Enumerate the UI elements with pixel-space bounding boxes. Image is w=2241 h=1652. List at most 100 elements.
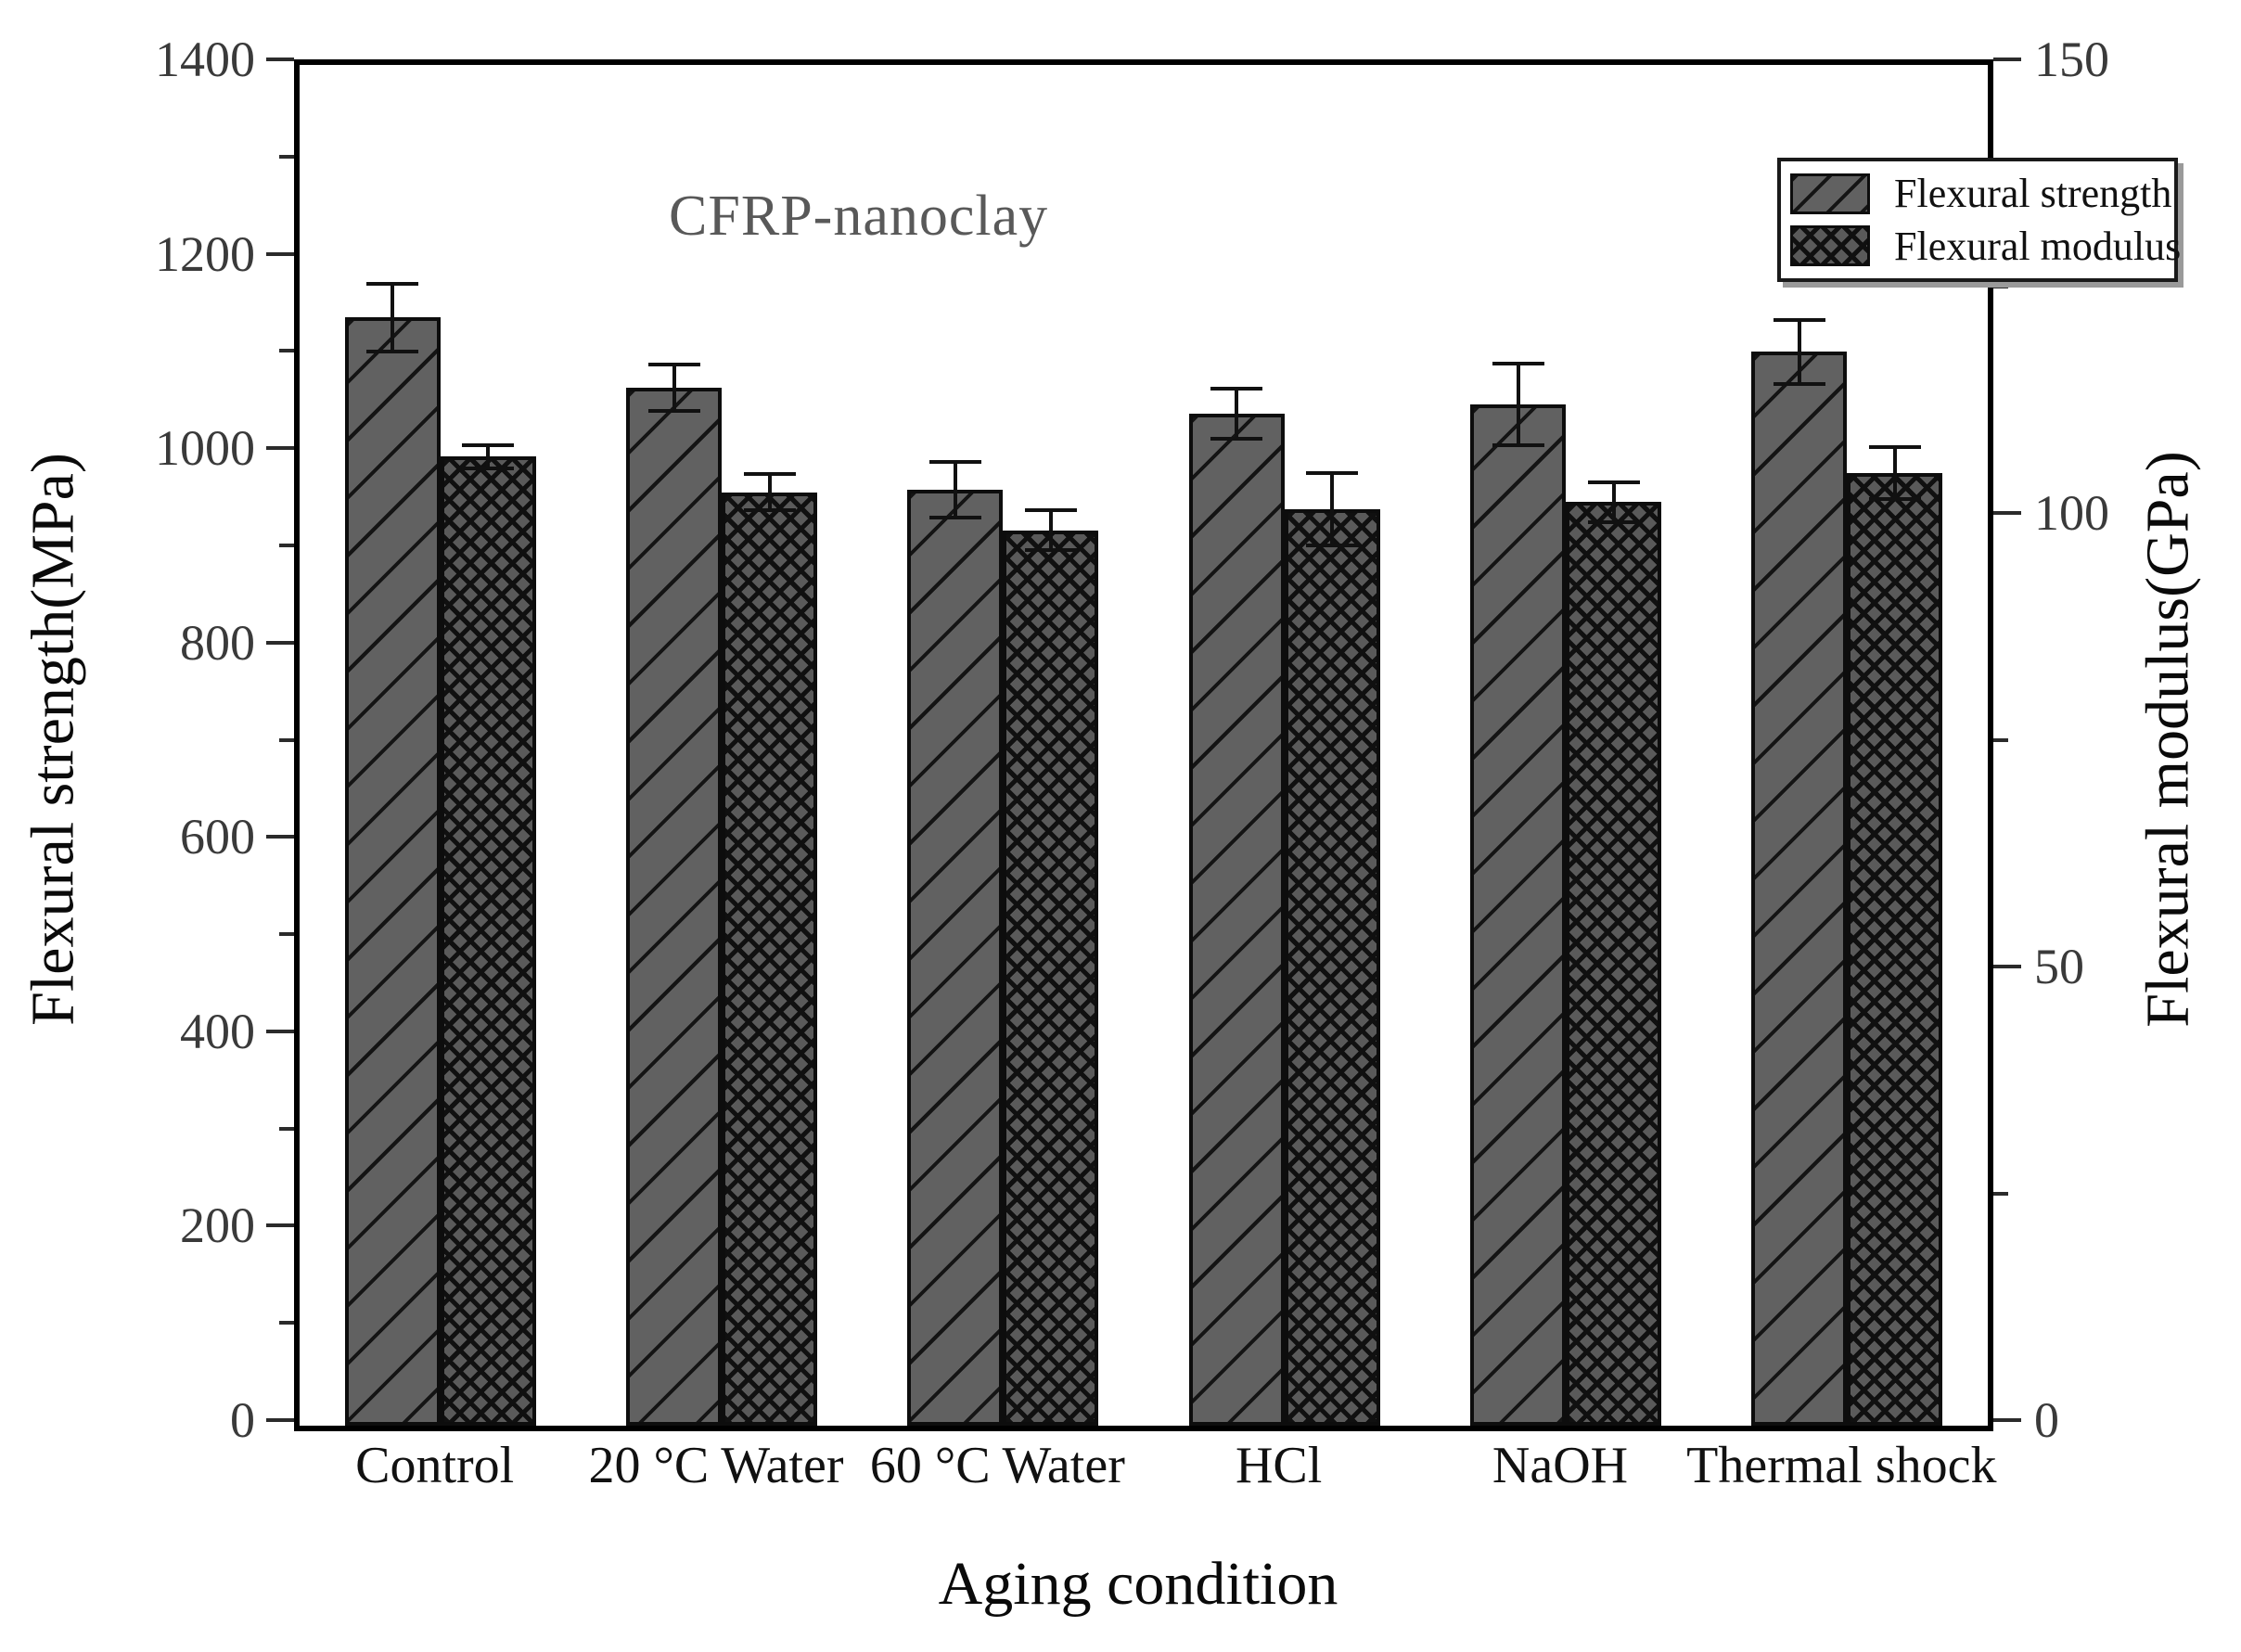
left-axis-minor-tick xyxy=(279,154,294,159)
left-axis-tick-label: 0 xyxy=(230,1392,255,1448)
left-axis-title: Flexural strength(MPa) xyxy=(19,453,87,1026)
modulus-error-cap-top xyxy=(1306,471,1359,476)
left-axis-major-tick xyxy=(266,446,294,451)
strength-bar xyxy=(1751,352,1848,1426)
left-axis-minor-tick xyxy=(279,932,294,937)
left-axis-minor-tick xyxy=(279,737,294,742)
left-axis-tick-label: 600 xyxy=(180,809,255,865)
right-axis-major-tick xyxy=(1993,511,2021,515)
strength-error-cap-top xyxy=(1773,317,1825,322)
strength-error-bar xyxy=(1235,388,1239,440)
strength-error-cap-bottom xyxy=(1492,442,1544,447)
legend-label-strength: Flexural strength xyxy=(1894,171,2172,217)
modulus-bar xyxy=(440,456,536,1426)
left-axis-major-tick xyxy=(266,835,294,839)
strength-bar xyxy=(344,317,441,1426)
legend-entry-modulus: Flexural modulus xyxy=(1790,222,2181,270)
left-axis-tick-label: 1400 xyxy=(155,32,255,87)
left-axis-major-tick xyxy=(266,1418,294,1422)
x-category-label: Control xyxy=(355,1437,515,1494)
modulus-error-cap-bottom xyxy=(1024,548,1077,553)
x-category-label: 20 °C Water xyxy=(588,1437,844,1494)
x-axis-title: Aging condition xyxy=(938,1550,1338,1618)
right-axis-major-tick xyxy=(1993,1418,2021,1422)
modulus-error-cap-top xyxy=(462,442,515,447)
left-axis-tick-label: 400 xyxy=(180,1003,255,1059)
right-axis-tick-label: 150 xyxy=(2034,32,2109,87)
modulus-error-bar xyxy=(1048,510,1053,551)
x-category-label: NaOH xyxy=(1492,1437,1629,1494)
strength-error-cap-top xyxy=(1210,386,1263,391)
right-axis-minor-tick xyxy=(1993,737,2008,742)
modulus-error-cap-bottom xyxy=(1587,519,1640,524)
right-axis-minor-tick xyxy=(1993,284,2008,288)
modulus-error-cap-top xyxy=(1024,508,1077,513)
modulus-error-bar xyxy=(1611,481,1616,522)
modulus-bar xyxy=(1566,502,1661,1426)
strength-error-bar xyxy=(1797,319,1801,384)
x-category-label: 60 °C Water xyxy=(869,1437,1125,1494)
left-axis-major-tick xyxy=(266,1223,294,1228)
legend-label-modulus: Flexural modulus xyxy=(1894,223,2182,269)
modulus-error-bar xyxy=(1892,446,1897,500)
left-axis-major-tick xyxy=(266,1029,294,1033)
legend-swatch-diagonal-hatch xyxy=(1790,173,1870,214)
left-axis-minor-tick xyxy=(279,543,294,547)
left-axis-major-tick xyxy=(266,58,294,61)
strength-error-cap-top xyxy=(1492,361,1544,365)
x-category-label: HCl xyxy=(1235,1437,1323,1494)
strength-error-bar xyxy=(391,283,395,352)
left-axis-minor-tick xyxy=(279,1126,294,1131)
strength-error-bar xyxy=(1516,363,1520,445)
modulus-error-cap-top xyxy=(1868,444,1921,449)
left-axis-minor-tick xyxy=(279,1321,294,1325)
modulus-error-bar xyxy=(1330,473,1335,546)
strength-error-cap-bottom xyxy=(1773,381,1825,386)
modulus-bar xyxy=(1284,509,1380,1426)
strength-error-cap-top xyxy=(647,362,700,366)
modulus-bar xyxy=(1003,530,1099,1426)
strength-error-cap-top xyxy=(366,281,419,286)
left-axis-tick-label: 1000 xyxy=(155,420,255,477)
modulus-error-bar xyxy=(486,444,491,469)
right-axis-major-tick xyxy=(1993,58,2021,61)
left-axis-minor-tick xyxy=(279,349,294,353)
left-axis-major-tick xyxy=(266,251,294,256)
modulus-error-cap-bottom xyxy=(462,467,515,471)
right-axis-tick-label: 50 xyxy=(2034,939,2084,994)
strength-error-cap-bottom xyxy=(928,516,981,520)
strength-error-cap-top xyxy=(928,459,981,464)
strength-bar xyxy=(626,387,722,1426)
modulus-bar xyxy=(1847,473,1943,1426)
legend-swatch-cross-hatch xyxy=(1790,225,1870,267)
strength-error-cap-bottom xyxy=(366,350,419,354)
modulus-bar xyxy=(722,492,817,1426)
right-axis-major-tick xyxy=(1993,965,2021,968)
modulus-error-cap-top xyxy=(1587,480,1640,484)
strength-error-cap-bottom xyxy=(647,409,700,414)
plot-area: CFRP-nanoclay Flexural strength Flexural… xyxy=(294,59,2181,1431)
strength-error-cap-bottom xyxy=(1210,437,1263,442)
legend-box: Flexural strength Flexural modulus xyxy=(1777,158,2181,282)
strength-bar xyxy=(1470,403,1566,1426)
strength-bar xyxy=(907,489,1004,1426)
modulus-error-cap-top xyxy=(743,472,796,477)
modulus-error-cap-bottom xyxy=(743,508,796,513)
right-axis-minor-tick xyxy=(1993,1191,2008,1196)
left-axis-tick-label: 200 xyxy=(180,1197,255,1254)
strength-bar xyxy=(1188,414,1285,1426)
right-axis-tick-label: 100 xyxy=(2034,485,2109,541)
modulus-error-bar xyxy=(767,474,772,511)
strength-error-bar xyxy=(672,364,676,412)
strength-error-bar xyxy=(953,461,957,519)
legend-entry-strength: Flexural strength xyxy=(1790,170,2171,218)
left-axis-tick-label: 800 xyxy=(180,614,255,671)
modulus-error-cap-bottom xyxy=(1868,497,1921,502)
left-axis-tick-label: 1200 xyxy=(155,225,255,282)
left-axis-major-tick xyxy=(266,640,294,645)
chart-annotation: CFRP-nanoclay xyxy=(669,185,1049,248)
modulus-error-cap-bottom xyxy=(1306,544,1359,548)
right-axis-tick-label: 0 xyxy=(2034,1392,2059,1448)
x-category-label: Thermal shock xyxy=(1686,1437,1997,1494)
